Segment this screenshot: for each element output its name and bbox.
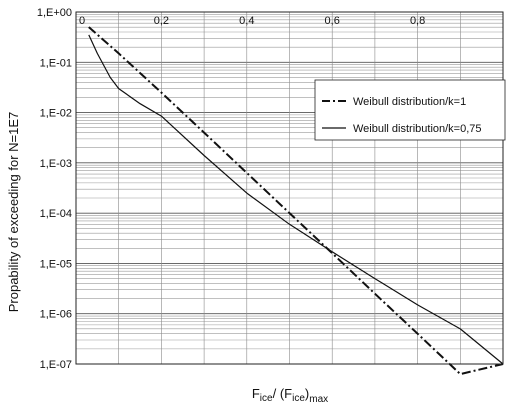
series-lines [88,26,504,376]
y-tick-label: 1,E-02 [40,108,72,120]
legend-label-k1: Weibull distribution/k=1 [353,96,466,108]
y-tick-label: 1,E-05 [40,258,72,270]
plot-frame [75,11,504,365]
legend-box [314,79,506,141]
series-line-k075 [88,34,504,365]
x-tick-label: 0,6 [325,15,340,27]
legend-label-k075: Weibull distribution/k=0,75 [353,123,482,135]
x-tick-label: 0 [79,15,85,27]
y-tick-labels: 1,E+00 1,E-01 1,E-02 1,E-03 1,E-04 1,E-05 1,E-… [37,7,72,371]
x-tick-label: 0,2 [154,15,169,27]
y-tick-label: 1,E+00 [37,7,72,19]
y-tick-label: 1,E-04 [40,208,72,220]
y-tick-label: 1,E-01 [40,57,72,69]
y-axis-label: Propability of exceeding for N=1E7 [6,112,21,313]
x-axis-label: Fice/ (Fice)max [252,386,328,405]
x-tick-labels: 0 0,2 0,4 0,6 0,8 [79,15,425,27]
legend: Weibull distribution/k=1 Weibull distrib… [314,79,506,141]
x-tick-label: 0,4 [239,15,254,27]
y-tick-label: 1,E-07 [40,359,72,371]
y-tick-label: 1,E-03 [40,158,72,170]
series-line-k1 [88,26,504,376]
y-tick-label: 1,E-06 [40,309,72,321]
x-tick-label: 0,8 [410,15,425,27]
grid [76,12,503,365]
